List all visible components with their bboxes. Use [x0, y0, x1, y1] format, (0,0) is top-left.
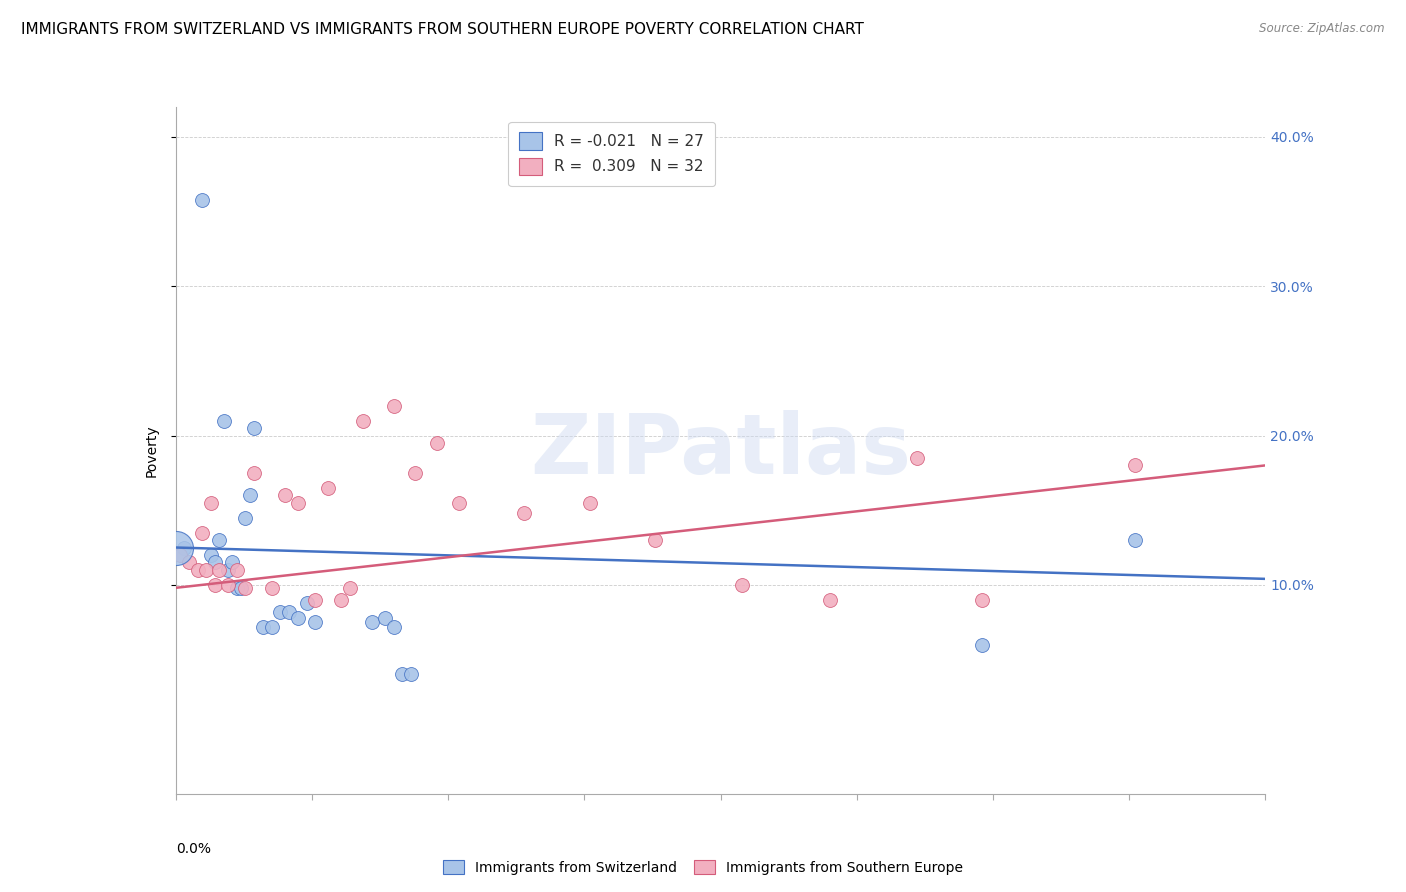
Point	[235, 510, 257, 524]
Point	[391, 667, 413, 681]
Point	[330, 592, 353, 607]
Point	[304, 592, 326, 607]
Point	[274, 488, 297, 502]
Point	[243, 421, 266, 435]
Point	[186, 563, 209, 577]
Point	[260, 581, 283, 595]
Y-axis label: Poverty: Poverty	[145, 425, 159, 476]
Point	[405, 466, 427, 480]
Point	[579, 496, 602, 510]
Point	[360, 615, 382, 630]
Point	[200, 548, 222, 562]
Point	[513, 506, 536, 520]
Point	[221, 556, 243, 570]
Point	[231, 581, 253, 595]
Point	[269, 605, 291, 619]
Point	[970, 592, 993, 607]
Point	[195, 563, 218, 577]
Point	[200, 496, 222, 510]
Point	[243, 466, 266, 480]
Point	[225, 581, 247, 595]
Point	[235, 581, 257, 595]
Point	[204, 578, 226, 592]
Point	[382, 620, 405, 634]
Point	[304, 615, 326, 630]
Point	[426, 436, 449, 450]
Point	[1123, 458, 1146, 473]
Point	[339, 581, 361, 595]
Point	[295, 596, 318, 610]
Point	[260, 620, 283, 634]
Point	[287, 496, 309, 510]
Point	[173, 541, 195, 555]
Legend: Immigrants from Switzerland, Immigrants from Southern Europe: Immigrants from Switzerland, Immigrants …	[437, 855, 969, 880]
Point	[374, 610, 396, 624]
Point	[970, 638, 993, 652]
Point	[217, 578, 239, 592]
Text: 0.0%: 0.0%	[176, 842, 211, 856]
Point	[208, 533, 231, 547]
Point	[278, 605, 301, 619]
Point	[399, 667, 422, 681]
Point	[352, 414, 374, 428]
Text: ZIPatlas: ZIPatlas	[530, 410, 911, 491]
Point	[731, 578, 754, 592]
Point	[382, 399, 405, 413]
Point	[905, 450, 928, 465]
Text: Source: ZipAtlas.com: Source: ZipAtlas.com	[1260, 22, 1385, 36]
Point	[239, 488, 262, 502]
Point	[447, 496, 470, 510]
Point	[217, 563, 239, 577]
Point	[165, 541, 187, 555]
Text: IMMIGRANTS FROM SWITZERLAND VS IMMIGRANTS FROM SOUTHERN EUROPE POVERTY CORRELATI: IMMIGRANTS FROM SWITZERLAND VS IMMIGRANT…	[21, 22, 863, 37]
Point	[177, 556, 200, 570]
Point	[318, 481, 340, 495]
Legend: R = -0.021   N = 27, R =  0.309   N = 32: R = -0.021 N = 27, R = 0.309 N = 32	[509, 121, 714, 186]
Point	[204, 556, 226, 570]
Point	[818, 592, 841, 607]
Point	[191, 525, 214, 540]
Point	[644, 533, 666, 547]
Point	[191, 193, 214, 207]
Point	[1123, 533, 1146, 547]
Point	[212, 414, 235, 428]
Point	[252, 620, 274, 634]
Point	[208, 563, 231, 577]
Point	[287, 610, 309, 624]
Point	[169, 548, 191, 562]
Point	[225, 563, 247, 577]
